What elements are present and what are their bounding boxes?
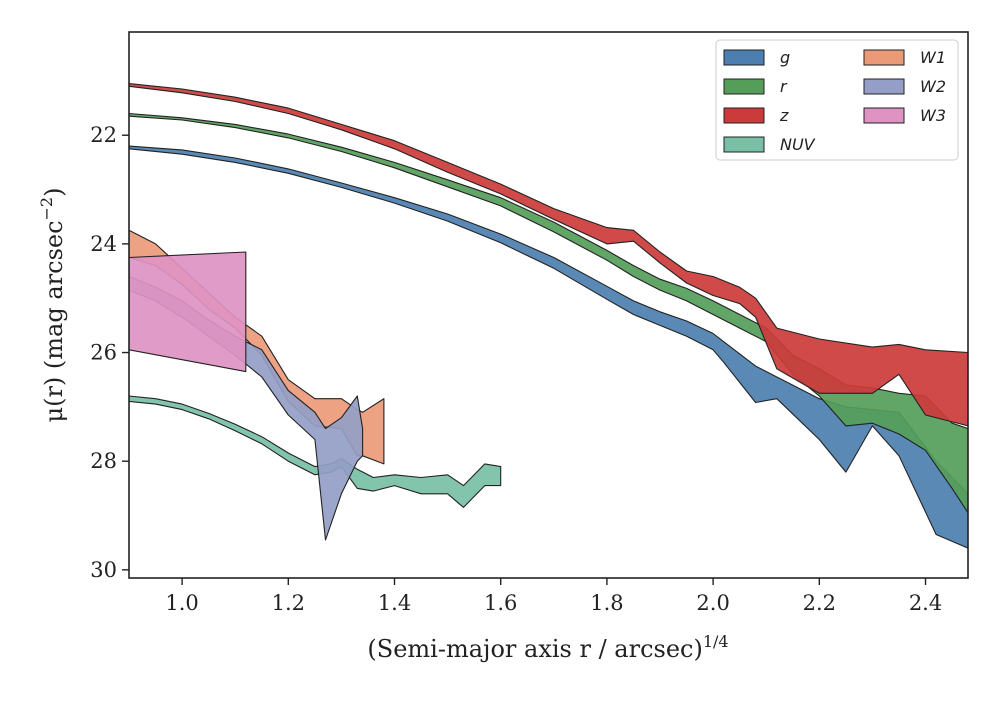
legend-swatch-r (723, 78, 765, 95)
x-axis-label: (Semi-major axis r / arcsec)1/4 (367, 632, 728, 663)
x-tick-label: 1.8 (590, 591, 623, 615)
x-tick-label: 1.2 (272, 591, 305, 615)
legend-swatch-w1 (863, 49, 905, 66)
x-tick-label: 1.4 (378, 591, 411, 615)
x-tick-label: 2.4 (909, 591, 942, 615)
x-tick-label: 1.6 (484, 591, 517, 615)
y-tick-label: 30 (90, 558, 117, 582)
legend-label-g: g (780, 48, 790, 67)
y-tick-label: 26 (90, 341, 117, 365)
legend-label-w2: W2 (920, 77, 946, 96)
legend-swatch-w2 (863, 78, 905, 95)
legend-label-r: r (780, 77, 788, 96)
band-g (129, 145, 968, 549)
y-axis-label: μ(r) (mag arcsec−2) (37, 188, 68, 423)
legend-box (715, 39, 959, 161)
x-axis: 1.0 1.2 1.4 1.6 1.8 2.0 2.2 2.4 (165, 578, 942, 615)
legend-label-z: z (779, 106, 789, 125)
legend-label-nuv: NUV (780, 135, 816, 154)
y-tick-label: 28 (90, 449, 117, 473)
y-tick-label: 24 (90, 232, 117, 256)
legend-swatch-w3 (863, 107, 905, 124)
band-r (129, 112, 968, 514)
band-z (129, 83, 968, 427)
legend-swatch-g (723, 49, 765, 66)
y-axis: 22 24 26 28 30 (90, 123, 129, 582)
legend-swatch-nuv (723, 136, 765, 153)
legend-swatch-z (723, 107, 765, 124)
y-tick-label: 22 (90, 123, 117, 147)
legend-label-w3: W3 (920, 106, 946, 125)
x-tick-label: 2.2 (803, 591, 836, 615)
legend-label-w1: W1 (920, 48, 946, 67)
legend: grz NUV W1 W2 W3 (715, 39, 959, 161)
x-tick-label: 2.0 (696, 591, 729, 615)
series-bands (129, 83, 968, 549)
band-nuv (129, 395, 502, 508)
plot-frame (128, 31, 969, 579)
x-tick-label: 1.0 (165, 591, 198, 615)
band-w3 (129, 251, 247, 373)
